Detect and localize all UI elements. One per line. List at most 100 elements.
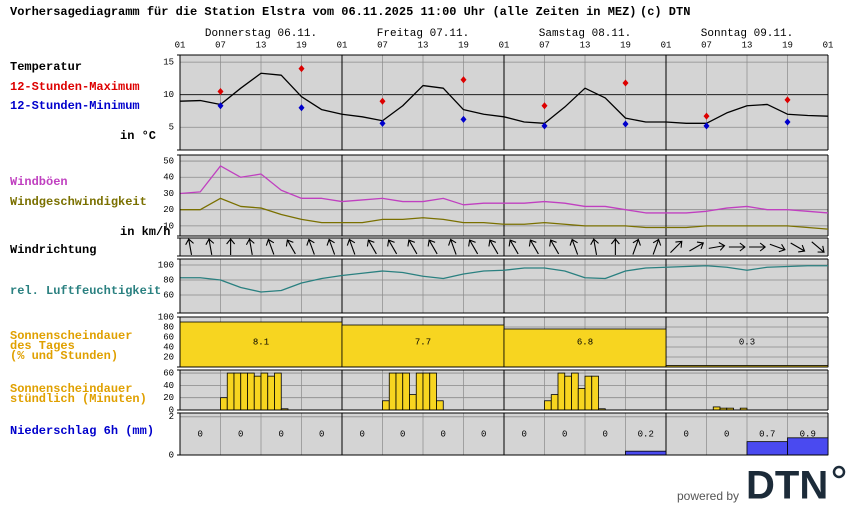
value-label: 0 (522, 429, 527, 439)
wind-arrow (448, 238, 457, 255)
value-label: 0 (603, 429, 608, 439)
y-tick-label: 20 (163, 393, 174, 403)
y-tick-label: 0 (169, 450, 174, 460)
max-min-marker (460, 76, 467, 84)
wind-arrow (749, 242, 767, 252)
bar (625, 450, 667, 456)
wind-arrow (245, 238, 255, 255)
bar (584, 375, 593, 411)
y-tick-label: 50 (163, 156, 174, 166)
value-label: 0 (198, 429, 203, 439)
powered-by: powered by (677, 489, 739, 503)
bar (436, 400, 444, 411)
bar (422, 372, 431, 411)
bar (591, 375, 599, 411)
bar (503, 328, 667, 368)
bar (395, 372, 404, 411)
max-min-marker (460, 115, 467, 123)
value-label: 6.8 (577, 337, 593, 347)
wind-arrow (811, 241, 825, 253)
max-min-marker (217, 87, 224, 95)
max-min-marker (784, 96, 791, 104)
hour-label: 01 (823, 40, 834, 50)
panel-title: des Tages (10, 339, 75, 353)
day-label: Sonntag 09.11. (701, 28, 793, 40)
max-min-marker (298, 104, 305, 112)
hour-label: 07 (377, 40, 388, 50)
value-label: 8.1 (253, 337, 269, 347)
wind-arrow (387, 239, 398, 255)
wind-arrow (488, 239, 499, 255)
hour-label: 13 (742, 40, 753, 50)
wind-arrow (632, 238, 641, 255)
wind-arrow (610, 238, 620, 255)
y-tick-label: 60 (163, 368, 174, 378)
series-line (180, 265, 828, 293)
wind-arrow (185, 238, 194, 255)
bar (402, 372, 410, 411)
wind-arrow (508, 239, 519, 255)
y-tick-label: 40 (163, 342, 174, 352)
y-tick-label: 2 (169, 412, 174, 422)
bar (787, 437, 829, 456)
hour-label: 01 (661, 40, 672, 50)
bar (577, 388, 586, 411)
panel-title: Temperatur (10, 60, 82, 74)
y-tick-label: 100 (158, 260, 174, 270)
max-min-marker (622, 120, 629, 128)
max-min-marker (541, 122, 548, 130)
logo: DTN (746, 464, 828, 508)
marks: 8.1 7.7 6.8 0.3 0 0 0 0 0 0 0 0 0 0 0 0.2 0 0 0.7 0.9 (179, 65, 829, 456)
wind-arrow (670, 240, 683, 254)
wind-arrow (265, 238, 275, 255)
wind-arrow (285, 239, 296, 255)
bar (233, 372, 242, 411)
value-label: 0.9 (800, 429, 816, 439)
bar (388, 372, 397, 411)
max-min-marker (298, 65, 305, 73)
hour-label: 07 (539, 40, 550, 50)
hour-label: 07 (701, 40, 712, 50)
y-tick-label: 60 (163, 332, 174, 342)
max-min-marker (622, 79, 629, 87)
y-tick-label: 20 (163, 205, 174, 215)
copyright: (c) DTN (640, 5, 690, 19)
bar (260, 372, 269, 411)
bar (267, 375, 275, 411)
value-label: 0 (279, 429, 284, 439)
legend-entry: 12-Stunden-Minimum (10, 99, 140, 113)
panel-title: Sonnenscheindauer (10, 329, 132, 343)
bar (571, 372, 579, 411)
wind-arrow (226, 238, 236, 255)
day-label: Freitag 07.11. (377, 28, 469, 40)
bar (274, 372, 282, 411)
bar (240, 372, 248, 411)
frames (177, 54, 828, 456)
wind-arrow (427, 239, 438, 255)
bar (253, 375, 262, 411)
y-tick-label: 40 (163, 381, 174, 391)
bar (550, 394, 559, 411)
series-line (179, 72, 829, 124)
hour-label: 13 (256, 40, 267, 50)
wind-arrow (728, 242, 746, 252)
legend-entry: Windböen (10, 175, 68, 189)
wind-arrow (306, 238, 315, 255)
bar (226, 372, 235, 411)
max-min-marker (784, 118, 791, 126)
legend-entry: rel. Luftfeuchtigkeit (10, 284, 161, 298)
wind-arrow (346, 238, 356, 255)
y-tick-label: 10 (163, 221, 174, 231)
value-label: 0 (481, 429, 486, 439)
series-line (179, 165, 829, 214)
value-label: 0 (360, 429, 365, 439)
wind-arrow (407, 239, 418, 255)
value-label: 0.2 (638, 429, 654, 439)
panel-title: Sonnenscheindauer (10, 382, 132, 396)
value-label: 0 (724, 429, 729, 439)
y-tick-label: 0 (169, 405, 174, 415)
y-tick-label: 80 (163, 322, 174, 332)
value-label: 0 (684, 429, 689, 439)
y-tick-label: 20 (163, 352, 174, 362)
wind-arrow (790, 242, 806, 253)
